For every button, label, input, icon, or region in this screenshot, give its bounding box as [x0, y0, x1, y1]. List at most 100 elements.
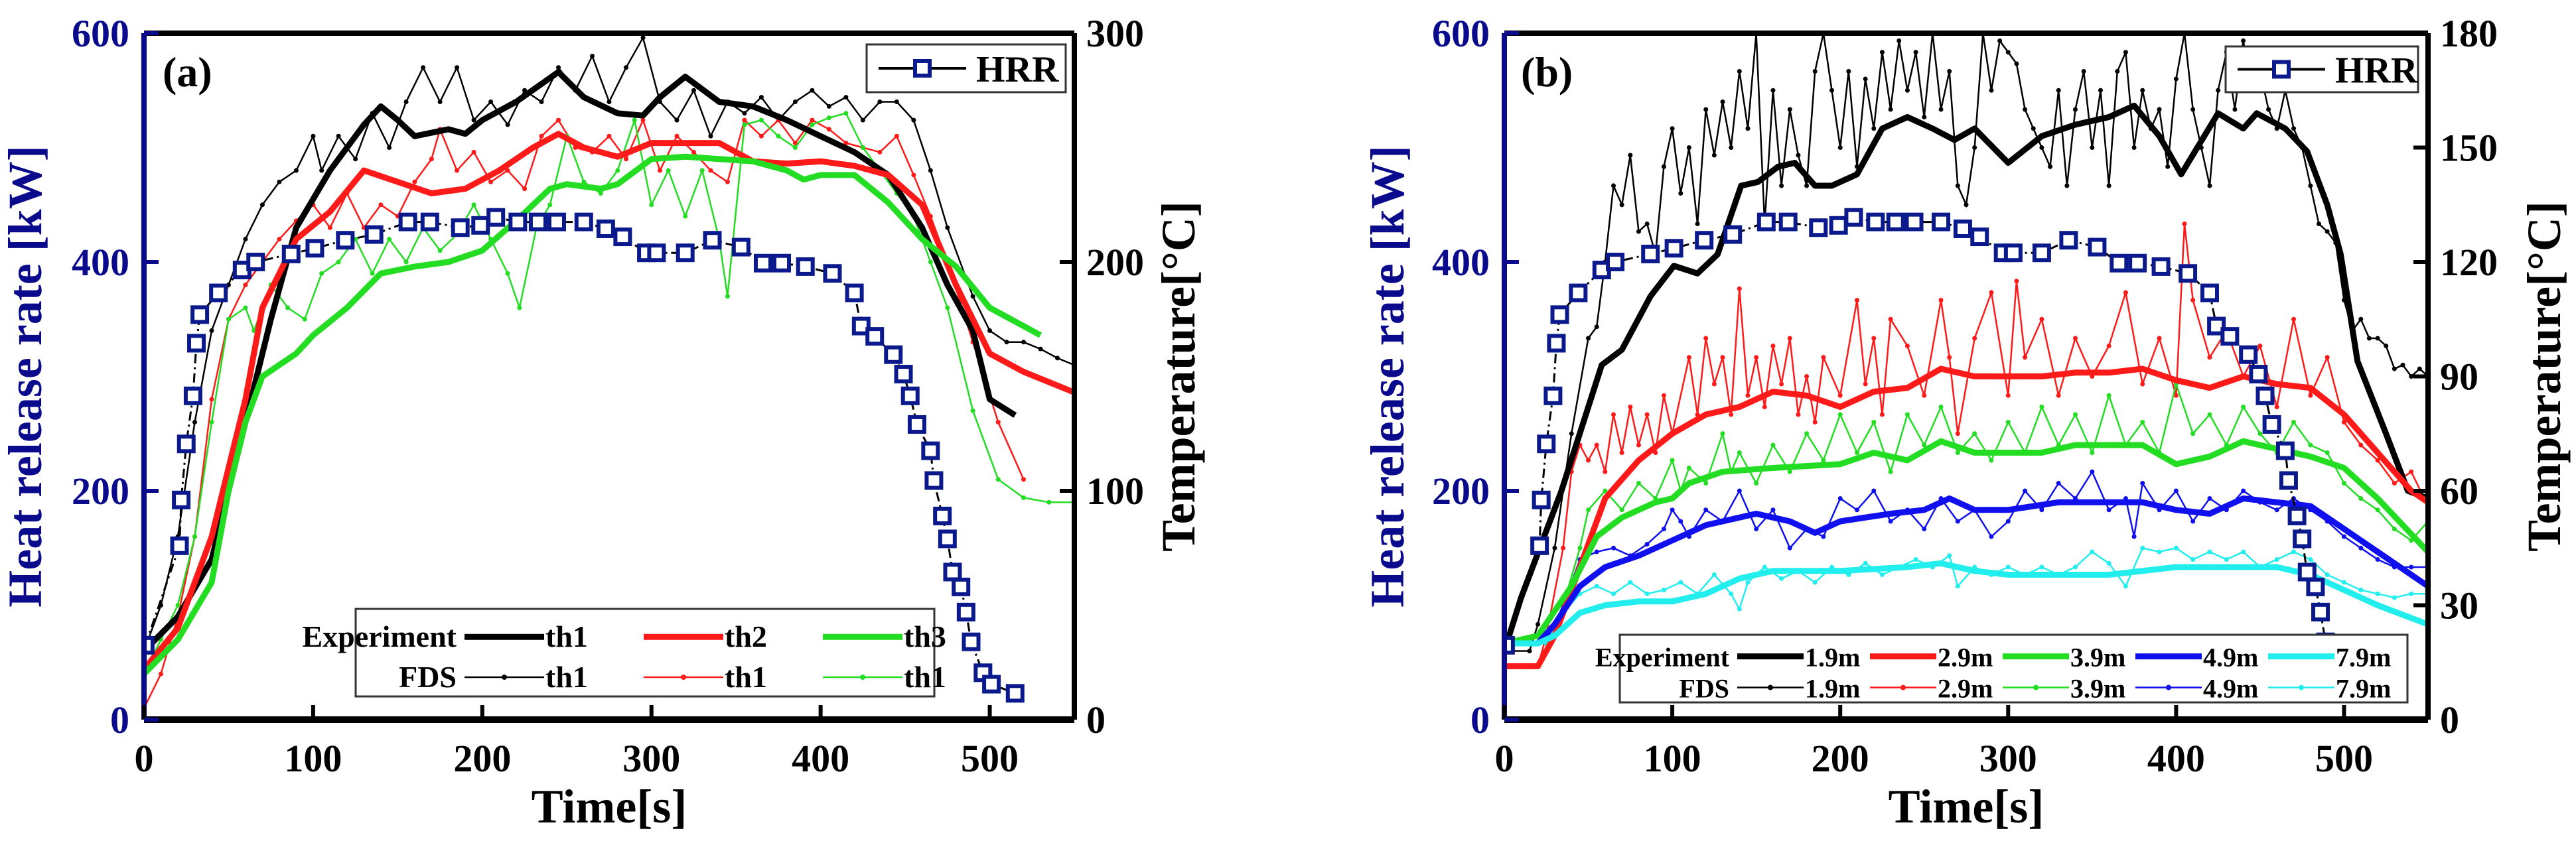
data-point-fds-1.9m: [2409, 374, 2414, 379]
hrr-marker: [921, 441, 940, 460]
data-point-fds-2.9m: [1636, 442, 1641, 448]
data-point-fds-2.9m: [1745, 393, 1751, 398]
x-axis-title: Time[s]: [532, 780, 687, 833]
hrr-marker: [676, 243, 695, 263]
data-point-fds-th1: [683, 214, 688, 219]
data-point-fds-1.9m: [2216, 88, 2221, 93]
legend-row-label-fds: FDS: [1679, 674, 1729, 704]
data-point-fds-th1: [243, 237, 248, 241]
data-point-fds-1.9m: [2039, 145, 2044, 150]
data-point-fds-3.9m: [1720, 431, 1725, 436]
data-point-fds-th1: [607, 133, 612, 139]
data-point-fds-th1: [1021, 477, 1027, 482]
series-line-experiment-2.9m: [1504, 365, 2428, 669]
hrr-marker: [172, 490, 191, 509]
y-right-tick-label: 30: [2440, 584, 2478, 627]
data-point-fds-1.9m: [2090, 145, 2095, 150]
hrr-marker: [1532, 490, 1551, 509]
legend-entry-label: 1.9m: [1805, 674, 1860, 704]
hrr-marker: [1005, 684, 1025, 703]
data-point-fds-th1: [640, 35, 646, 40]
hrr-marker: [574, 212, 593, 231]
data-point-fds-4.9m: [2131, 534, 2137, 539]
x-tick-label: 0: [135, 737, 154, 780]
y-right-axis-title: Temperature[°C]: [1152, 201, 1205, 552]
data-point-fds-th1: [455, 168, 460, 173]
data-point-fds-th1: [556, 117, 561, 123]
data-point-fds-7.9m: [1678, 580, 1683, 585]
hrr-marker: [845, 283, 864, 302]
y-left-tick-label: 400: [72, 241, 129, 284]
data-point-fds-th1: [209, 328, 214, 333]
data-point-fds-1.9m: [2316, 222, 2321, 226]
data-point-fds-7.9m: [1711, 572, 1717, 577]
data-point-fds-7.9m: [2207, 549, 2212, 554]
data-point-fds-3.9m: [1603, 488, 1608, 493]
hrr-marker: [1866, 212, 1885, 231]
hrr-legend-label: HRR: [2335, 50, 2418, 92]
data-point-fds-th1: [158, 671, 163, 677]
y-right-tick-label: 90: [2440, 356, 2478, 399]
data-point-fds-1.9m: [1863, 76, 1868, 82]
legend-swatch-marker: [681, 674, 686, 680]
data-point-fds-th1: [995, 420, 1001, 424]
x-tick-label: 0: [1495, 737, 1514, 780]
data-point-fds-4.9m: [2140, 481, 2145, 486]
data-point-fds-4.9m: [1644, 542, 1650, 547]
data-point-fds-2.9m: [1594, 442, 1599, 448]
data-point-fds-7.9m: [1737, 606, 1742, 612]
data-point-fds-2.9m: [2325, 355, 2330, 360]
legend-swatch-marker: [860, 674, 865, 680]
data-point-fds-2.9m: [1586, 458, 1591, 463]
data-point-fds-1.9m: [2123, 50, 2128, 55]
hrr-marker: [2287, 506, 2307, 525]
data-point-fds-4.9m: [2106, 507, 2111, 513]
hrr-marker: [1641, 244, 1660, 263]
data-point-fds-1.9m: [1720, 99, 1725, 104]
data-point-fds-2.9m: [1561, 545, 1566, 551]
hrr-marker: [943, 562, 962, 582]
data-point-fds-1.9m: [2291, 126, 2297, 131]
data-point-fds-2.9m: [1619, 450, 1624, 455]
hrr-marker: [884, 345, 903, 364]
data-point-fds-1.9m: [1997, 38, 2003, 43]
data-point-fds-7.9m: [2224, 557, 2229, 562]
data-point-fds-th1: [598, 191, 603, 196]
hrr-marker: [796, 257, 815, 276]
data-point-fds-4.9m: [2190, 519, 2196, 524]
data-point-fds-1.9m: [1661, 164, 1666, 169]
data-point-fds-th1: [607, 99, 612, 104]
data-point-fds-th1: [437, 99, 443, 104]
hrr-marker: [865, 327, 885, 346]
data-point-fds-th1: [843, 141, 849, 146]
data-point-fds-4.9m: [2056, 481, 2061, 486]
data-point-fds-2.9m: [1796, 412, 1801, 417]
y-right-axis-title: Temperature[°C]: [2518, 201, 2571, 552]
data-point-fds-th1: [336, 133, 341, 139]
data-point-fds-2.9m: [2207, 355, 2212, 360]
data-point-fds-7.9m: [1745, 580, 1751, 585]
legend-entry-label: th1: [904, 660, 946, 694]
hrr-marker: [2255, 386, 2275, 405]
data-point-fds-2.9m: [2190, 298, 2196, 302]
data-point-fds-1.9m: [2207, 183, 2212, 188]
data-point-fds-1.9m: [2325, 229, 2330, 234]
data-point-fds-1.9m: [1846, 69, 1851, 74]
data-point-fds-2.9m: [1603, 469, 1608, 474]
data-point-fds-th1: [539, 99, 544, 104]
data-point-fds-th1: [522, 186, 528, 192]
series-line-fds-th1: [144, 112, 1074, 675]
data-point-fds-th1: [758, 133, 764, 139]
data-point-fds-th1: [758, 117, 764, 123]
data-point-fds-1.9m: [2031, 126, 2036, 131]
hrr-marker: [753, 253, 772, 273]
hrr-marker: [1778, 212, 1798, 231]
data-point-fds-1.9m: [2023, 107, 2028, 112]
data-point-fds-th1: [911, 117, 916, 123]
data-point-fds-3.9m: [1703, 481, 1709, 486]
legend-entry-label: th1: [545, 619, 588, 653]
hrr-marker: [547, 212, 566, 231]
data-point-fds-1.9m: [1888, 107, 1893, 112]
hrr-marker: [336, 231, 355, 250]
legend-entry-label: th3: [904, 619, 946, 653]
